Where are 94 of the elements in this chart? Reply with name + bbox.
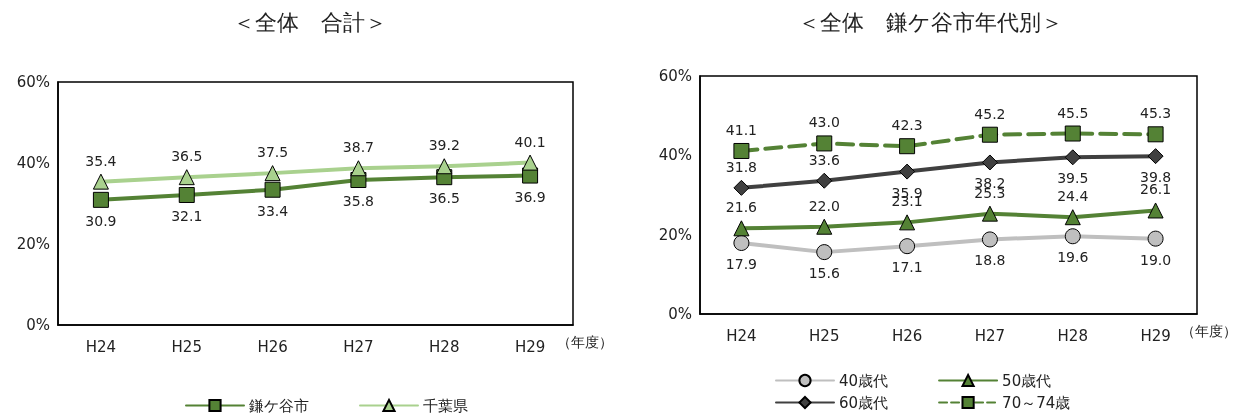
- point: [1064, 149, 1081, 166]
- point: [1064, 209, 1081, 226]
- point: [264, 165, 281, 182]
- data-label: 26.1: [1140, 181, 1172, 198]
- point: [816, 244, 833, 261]
- data-label: 42.3: [891, 117, 923, 134]
- point: [733, 235, 750, 251]
- data-label: 37.5: [257, 144, 289, 161]
- y-tick-label: 0%: [668, 305, 692, 323]
- point: [1147, 230, 1164, 247]
- data-label: 35.8: [342, 193, 374, 210]
- legend-label: 70～74歳: [1002, 393, 1071, 412]
- y-tick-label: 0%: [26, 316, 50, 334]
- point: [522, 154, 539, 171]
- data-label: 36.9: [514, 188, 546, 205]
- x-tick-label: H29: [514, 337, 546, 356]
- x-axis-title: （年度）: [1181, 323, 1237, 339]
- x-tick-label: H25: [171, 337, 202, 356]
- point: [1064, 228, 1081, 245]
- data-label: 43.0: [808, 114, 840, 131]
- point: [816, 172, 833, 189]
- data-label: 22.0: [808, 197, 840, 214]
- point: [733, 142, 750, 159]
- y-tick-label: 60%: [658, 67, 692, 85]
- chart-title: ＜全体 鎌ケ谷市年代別＞: [797, 9, 1063, 35]
- data-label: 17.1: [891, 259, 923, 276]
- y-tick-label: 40%: [16, 154, 50, 172]
- data-label: 40.1: [514, 133, 546, 150]
- y-tick-label: 40%: [658, 146, 692, 165]
- x-tick-label: H28: [429, 337, 460, 356]
- data-label: 38.7: [342, 139, 374, 156]
- point: [350, 160, 367, 177]
- x-tick-label: H24: [726, 326, 757, 345]
- data-label: 17.9: [725, 256, 757, 272]
- x-tick-label: H28: [1057, 326, 1088, 345]
- point: [733, 179, 750, 196]
- data-label: 41.1: [725, 121, 757, 138]
- x-tick-label: H24: [85, 337, 117, 356]
- data-label: 35.4: [85, 152, 117, 169]
- legend-label: 50歳代: [1002, 371, 1052, 390]
- legend-label: 千葉県: [423, 396, 468, 415]
- point: [1064, 125, 1081, 142]
- data-label: 30.9: [85, 212, 117, 229]
- x-tick-label: H26: [257, 337, 288, 356]
- point: [981, 154, 998, 171]
- y-tick-label: 20%: [16, 235, 50, 253]
- x-tick-label: H25: [809, 326, 840, 345]
- data-label: 33.4: [257, 202, 289, 219]
- data-label: 31.8: [725, 158, 757, 175]
- data-label: 36.5: [428, 190, 460, 207]
- data-label: 18.8: [974, 252, 1006, 269]
- point: [899, 138, 916, 155]
- data-label: 45.2: [974, 105, 1006, 122]
- data-label: 19.0: [1140, 251, 1172, 268]
- data-label: 39.2: [428, 137, 460, 154]
- x-tick-label: H26: [891, 326, 923, 345]
- legend-label: 鎌ケ谷市: [249, 396, 309, 415]
- point: [92, 191, 109, 208]
- point: [436, 158, 453, 175]
- data-label: 32.1: [171, 207, 203, 224]
- point: [733, 220, 750, 237]
- data-label: 33.6: [808, 151, 840, 168]
- x-tick-label: H29: [1140, 326, 1171, 345]
- point: [899, 238, 916, 255]
- x-tick-label: H27: [343, 337, 374, 356]
- data-label: 45.3: [1140, 105, 1172, 122]
- data-label: 15.6: [808, 265, 840, 282]
- point: [1147, 148, 1164, 165]
- data-label: 19.6: [1057, 249, 1089, 266]
- data-label: 21.6: [725, 199, 758, 216]
- point: [981, 231, 998, 248]
- legend-label: 40歳代: [839, 371, 889, 390]
- point: [178, 169, 195, 186]
- data-label: 45.5: [1057, 104, 1089, 121]
- point: [1147, 126, 1164, 143]
- data-label: 36.5: [171, 148, 203, 165]
- chart-title: ＜全体 合計＞: [233, 9, 387, 35]
- data-label: 24.4: [1057, 188, 1089, 205]
- point: [816, 218, 833, 235]
- data-label: 39.5: [1057, 170, 1089, 187]
- point: [264, 181, 281, 198]
- y-tick-label: 20%: [658, 225, 692, 244]
- point: [178, 186, 195, 203]
- point: [816, 135, 833, 152]
- point: [899, 214, 916, 231]
- point: [981, 126, 998, 143]
- point: [981, 205, 998, 222]
- point: [92, 173, 109, 190]
- point: [1147, 202, 1164, 219]
- x-tick-label: H27: [974, 326, 1006, 345]
- point: [899, 163, 916, 180]
- y-tick-label: 60%: [16, 73, 50, 91]
- x-axis-title: （年度）: [557, 334, 613, 350]
- legend-label: 60歳代: [839, 393, 889, 412]
